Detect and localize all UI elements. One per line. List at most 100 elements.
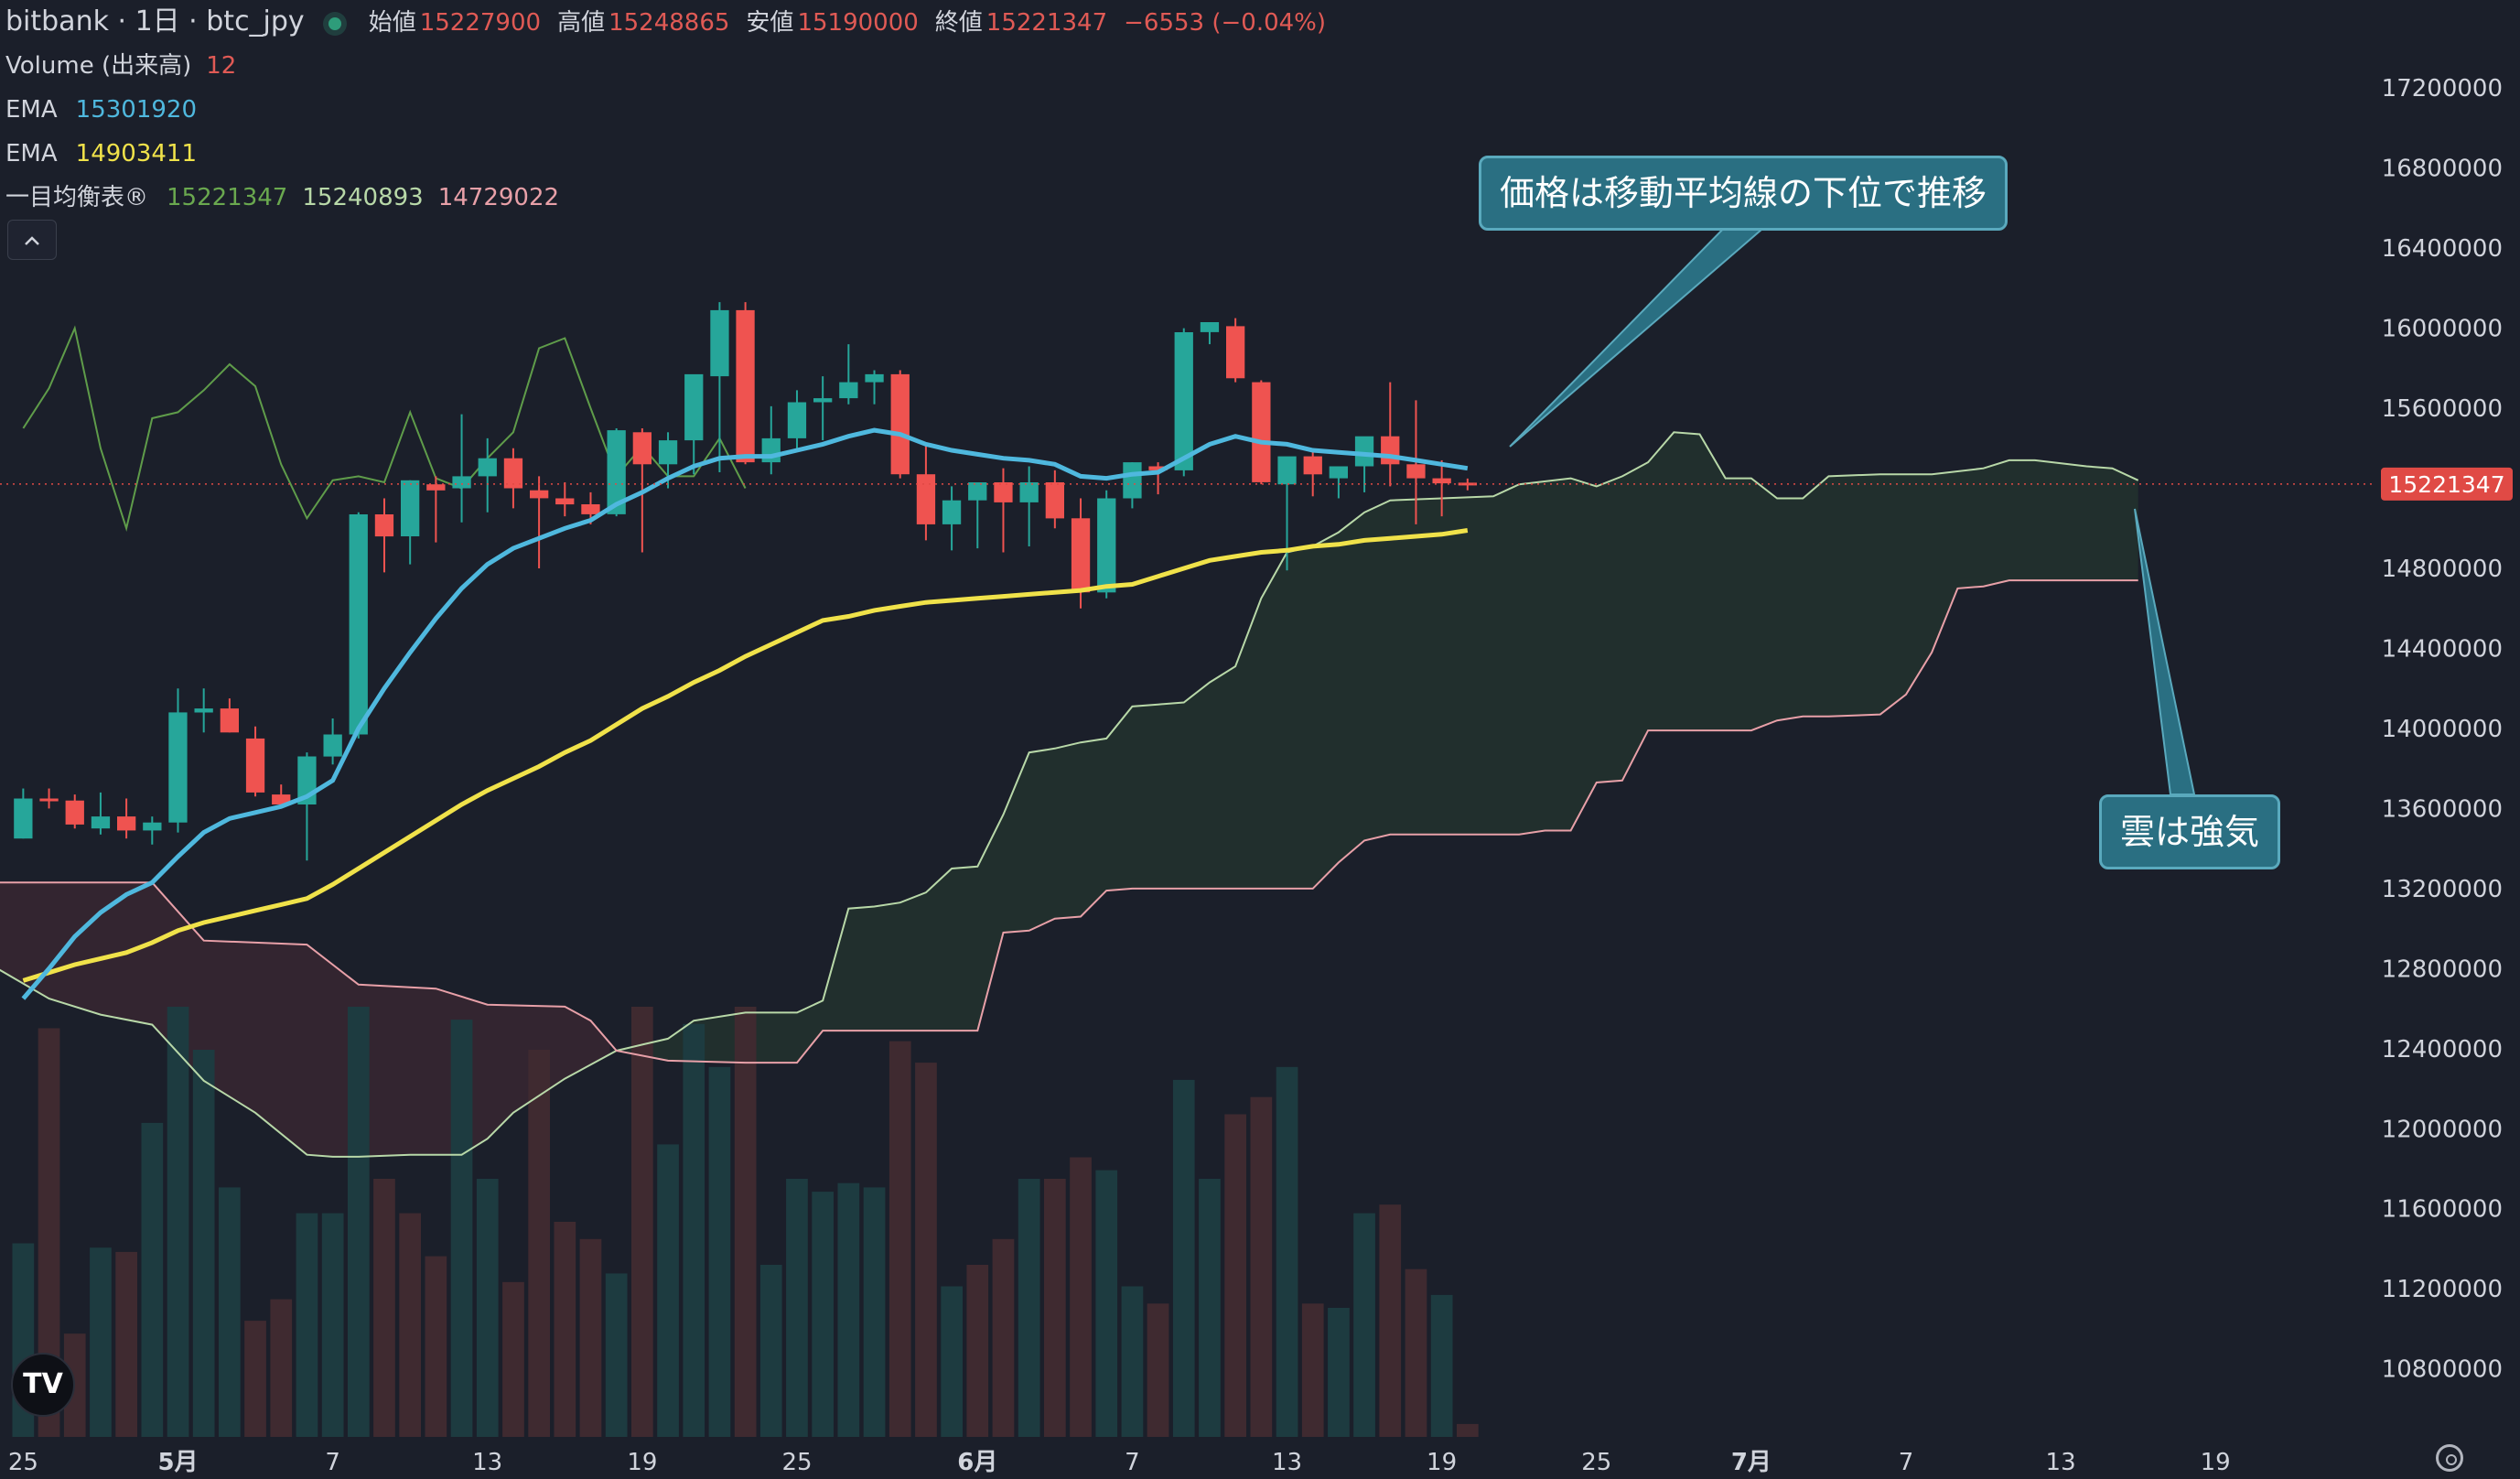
candle-body-32 <box>839 382 858 399</box>
volume-bar-48 <box>1250 1096 1273 1437</box>
candle-body-30 <box>787 402 807 438</box>
volume-bar-14 <box>373 1179 395 1437</box>
volume-bar-16 <box>425 1256 447 1437</box>
volume-bar-13 <box>348 1007 370 1437</box>
ichimoku-value-1: 15221347 <box>167 184 288 211</box>
y-tick-label-15: 11200000 <box>2382 1276 2503 1303</box>
candle-body-43 <box>1123 462 1142 499</box>
y-tick-label-10: 13200000 <box>2382 876 2503 903</box>
volume-bar-56 <box>1457 1423 1479 1437</box>
candle-body-14 <box>374 514 394 537</box>
volume-bar-41 <box>1070 1157 1092 1437</box>
close-label: 終値 <box>934 9 983 37</box>
volume-bar-15 <box>399 1213 421 1437</box>
y-tick-label-7: 14400000 <box>2382 636 2503 664</box>
y-tick-label-14: 11600000 <box>2382 1196 2503 1224</box>
candle-body-51 <box>1329 466 1348 479</box>
volume-bar-1 <box>38 1028 60 1437</box>
symbol-title[interactable]: bitbank · 1日 · btc_jpy <box>5 5 305 38</box>
candle-body-42 <box>1097 498 1116 593</box>
open-label: 始値 <box>368 9 416 37</box>
settings-gear-icon[interactable] <box>2436 1444 2463 1472</box>
volume-bar-25 <box>657 1144 679 1437</box>
callout-pointer-cloud <box>2134 508 2196 795</box>
candle-body-18 <box>478 458 497 477</box>
volume-bar-46 <box>1199 1179 1221 1437</box>
x-tick-label-9: 19 <box>1427 1449 1457 1476</box>
ichimoku-value-3: 14729022 <box>437 184 560 211</box>
y-tick-label-8: 14000000 <box>2382 716 2503 743</box>
close-value: 15221347 <box>985 9 1108 37</box>
legend-volume-row[interactable]: Volume (出来高) 12 <box>5 44 1342 88</box>
candle-body-0 <box>14 798 33 839</box>
candle-body-39 <box>1019 482 1039 502</box>
candle-body-36 <box>942 500 962 524</box>
collapse-legend-button[interactable] <box>7 220 57 260</box>
candle-body-50 <box>1303 456 1322 475</box>
y-tick-label-9: 13600000 <box>2382 795 2503 823</box>
candle-body-3 <box>91 816 111 829</box>
legend-ema2-row[interactable]: EMA 14903411 <box>5 132 1342 176</box>
legend-ichimoku-row[interactable]: 一目均衡表® 15221347 15240893 14729022 <box>5 176 1342 220</box>
volume-bar-32 <box>837 1182 860 1437</box>
candle-body-45 <box>1174 332 1193 470</box>
candle-body-15 <box>401 480 420 536</box>
volume-label: Volume (出来高) <box>5 52 192 80</box>
candle-body-9 <box>245 738 265 793</box>
volume-bar-40 <box>1044 1179 1066 1437</box>
candle-body-31 <box>813 398 833 403</box>
price-tag <box>2381 467 2513 501</box>
ema-slow-line <box>22 528 1469 983</box>
span-a-line <box>0 431 2139 1158</box>
ema1-label: EMA <box>5 96 58 124</box>
y-tick-label-2: 16400000 <box>2382 235 2503 263</box>
annotation-callout-cloud[interactable]: 雲は強気 <box>2099 794 2281 869</box>
candle-body-29 <box>761 437 781 463</box>
low-label: 安値 <box>746 9 794 37</box>
change-value: −6553 (−0.04%) <box>1124 9 1327 37</box>
y-tick-label-12: 12400000 <box>2382 1036 2503 1063</box>
candle-body-23 <box>607 430 626 514</box>
candle-body-16 <box>426 484 446 491</box>
candle-body-35 <box>916 474 936 524</box>
volume-bar-22 <box>579 1238 602 1437</box>
volume-bar-53 <box>1379 1204 1402 1437</box>
legend-ema1-row[interactable]: EMA 15301920 <box>5 88 1342 132</box>
tradingview-logo[interactable]: TV <box>11 1353 75 1417</box>
ichimoku-label: 一目均衡表® <box>5 184 149 211</box>
volume-bar-27 <box>708 1066 731 1437</box>
candle-body-48 <box>1252 382 1271 482</box>
candle-body-19 <box>503 458 523 489</box>
candle-body-34 <box>890 373 910 475</box>
candle-body-46 <box>1200 322 1220 332</box>
high-value: 15248865 <box>608 9 730 37</box>
volume-bar-21 <box>554 1222 576 1437</box>
candle-body-25 <box>658 440 678 465</box>
candle-body-52 <box>1354 436 1374 467</box>
volume-bar-35 <box>915 1063 937 1437</box>
volume-bar-17 <box>450 1020 473 1437</box>
volume-bar-39 <box>1018 1179 1040 1437</box>
candle-body-10 <box>272 794 291 804</box>
candle-body-28 <box>736 309 755 463</box>
x-tick-label-12: 7 <box>1899 1449 1914 1476</box>
market-status-icon <box>328 16 341 30</box>
y-tick-label-1: 16800000 <box>2382 156 2503 183</box>
y-tick-label-0: 17200000 <box>2382 75 2503 103</box>
x-tick-label-11: 7月 <box>1731 1449 1772 1476</box>
x-tick-label-1: 5月 <box>157 1449 198 1476</box>
candle-body-26 <box>684 373 704 441</box>
candle-body-17 <box>452 476 471 489</box>
volume-bar-50 <box>1301 1303 1324 1437</box>
x-tick-label-6: 6月 <box>957 1449 997 1476</box>
volume-bar-44 <box>1147 1303 1169 1437</box>
annotation-callout-ema[interactable]: 価格は移動平均線の下位で推移 <box>1479 156 2008 231</box>
volume-bar-24 <box>631 1007 653 1437</box>
candle-body-2 <box>65 800 84 825</box>
candle-body-1 <box>39 798 59 802</box>
candle-body-37 <box>968 482 987 501</box>
chart-legend: bitbank · 1日 · btc_jpy 始値 15227900 高値 152488… <box>5 0 1342 220</box>
span-b-line <box>0 579 2138 1064</box>
candle-body-12 <box>323 734 342 757</box>
